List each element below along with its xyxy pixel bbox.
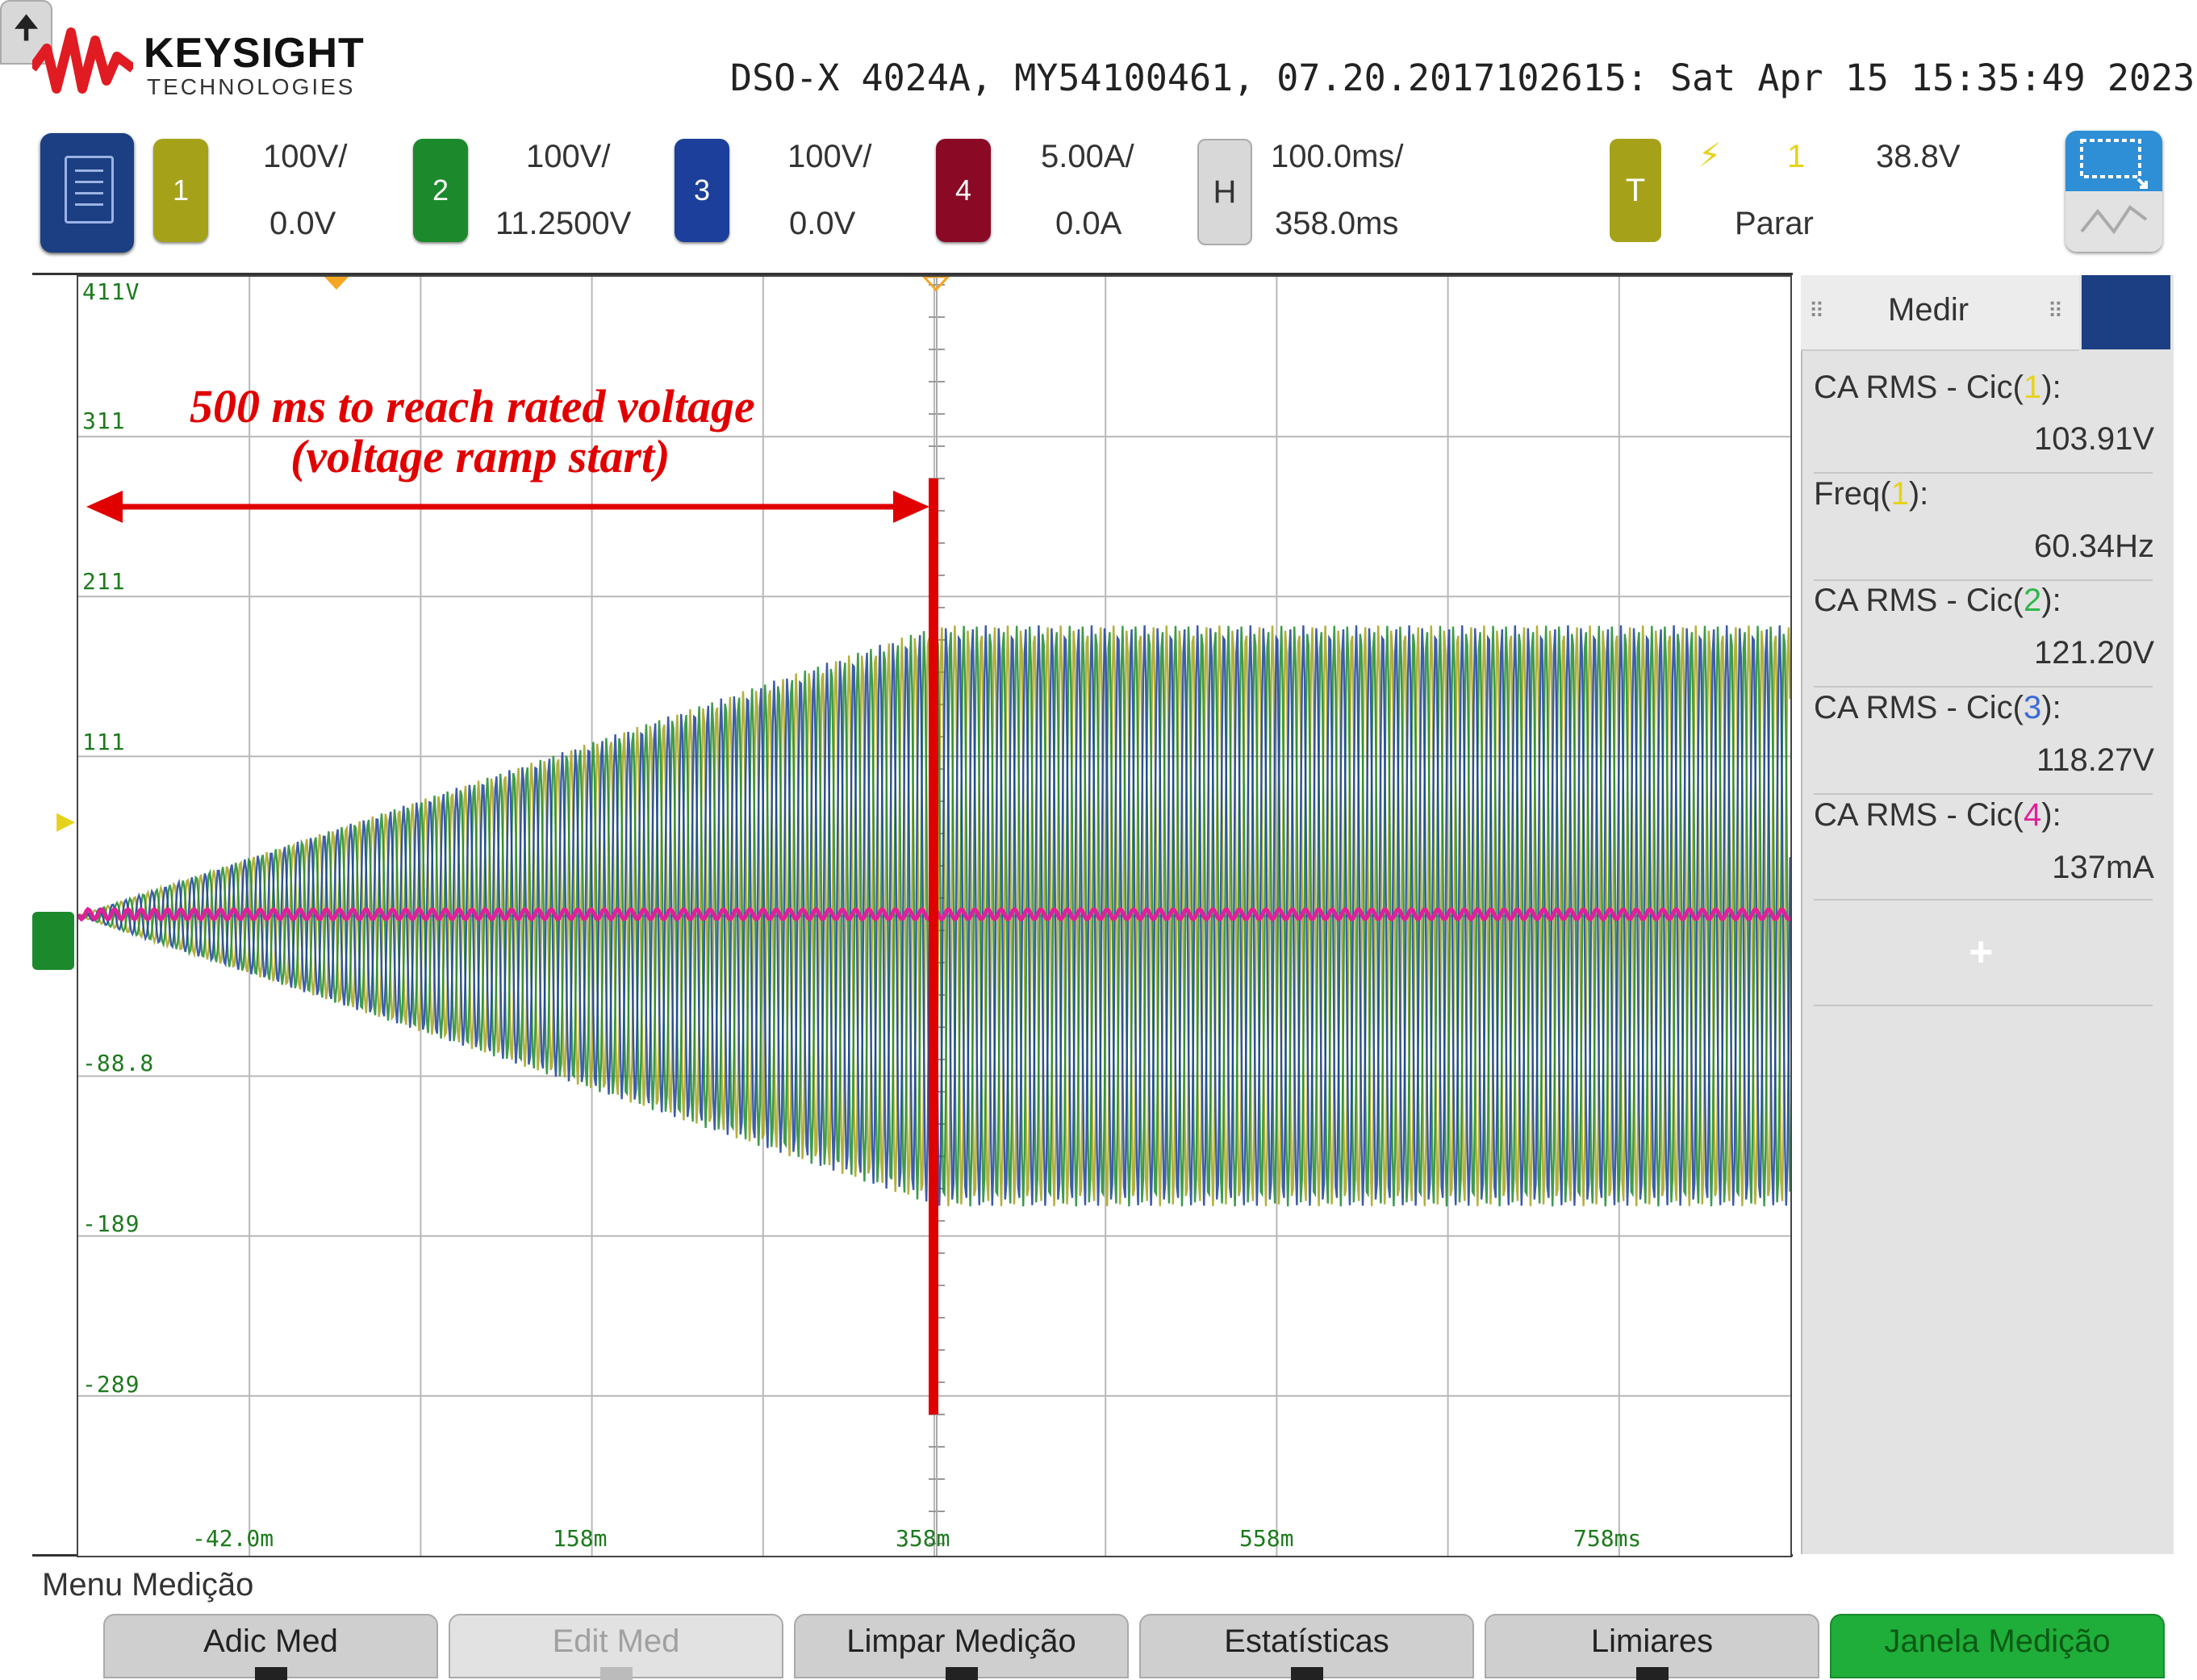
measurement-5-value: 137mA — [2052, 850, 2154, 885]
softkey-edit-measurement[interactable]: Edit Med — [449, 1614, 783, 1680]
horizontal-key[interactable]: H — [1197, 139, 1252, 245]
channel-1-offset: 0.0V — [269, 206, 336, 241]
x-label-4: 558m — [1239, 1525, 1294, 1552]
trigger-level: 38.8V — [1876, 139, 1961, 174]
softkey-label: Adic Med — [203, 1624, 338, 1659]
channel-4-number: 4 — [954, 173, 972, 207]
channel-3-scale: 100V/ — [787, 139, 872, 174]
channel-2-offset: 11.2500V — [495, 206, 632, 241]
channel-1-key[interactable]: 1 — [153, 139, 208, 242]
measurement-panel-title: Medir — [1888, 292, 1969, 328]
softmenu-title: Menu Medição — [42, 1567, 254, 1603]
measurement-4-value: 118.27V — [2036, 742, 2154, 778]
y-label-1: 411V — [82, 278, 140, 305]
panel-menu-icon[interactable] — [2082, 275, 2170, 349]
measurement-separator — [1814, 686, 2153, 687]
y-label-2: 311 — [82, 407, 126, 434]
horizontal-delay: 358.0ms — [1275, 206, 1399, 241]
y-label-5: -88.8 — [82, 1050, 155, 1076]
annotation-arrow-head-right — [893, 491, 929, 523]
annotation-arrow-head-left — [86, 491, 123, 523]
brand-subtitle: TECHNOLOGIES — [147, 74, 356, 99]
x-label-5: 758ms — [1573, 1525, 1642, 1552]
waveform-display[interactable] — [77, 275, 1792, 1557]
acquisition-status: Parar — [1735, 206, 1814, 241]
x-label-3: 358m — [896, 1525, 950, 1552]
trigger-slope-icon: ⚡ — [1698, 138, 1722, 173]
softkey-label: Estatísticas — [1224, 1624, 1389, 1659]
channel-1-number: 1 — [172, 173, 190, 207]
softkey-label: Limpar Medição — [846, 1624, 1076, 1659]
measurement-2-label: Freq(1): — [1814, 476, 1929, 512]
y-label-4: 111 — [82, 729, 126, 755]
keysight-logo-icon — [32, 27, 133, 94]
grip-icon: ⠿ — [2048, 299, 2064, 323]
y-label-3: 211 — [82, 568, 126, 595]
channel-4-offset: 0.0A — [1055, 206, 1122, 241]
channel-3-number: 3 — [693, 173, 711, 207]
softkey-thresholds[interactable]: Limiares — [1485, 1614, 1819, 1680]
trigger-source: 1 — [1787, 139, 1806, 174]
channel-3-key[interactable]: 3 — [675, 139, 729, 242]
measurement-separator — [1814, 1005, 2153, 1006]
measurement-1-label: CA RMS - Cic(1): — [1814, 370, 2061, 405]
measurement-separator — [1814, 579, 2153, 581]
softkey-statistics[interactable]: Estatísticas — [1139, 1614, 1474, 1680]
softkey-label: Limiares — [1590, 1624, 1714, 1659]
softkey-label: Edit Med — [552, 1624, 680, 1659]
trigger-key[interactable]: T — [1610, 139, 1661, 242]
scope-info-line: DSO-X 4024A, MY54100461, 07.20.201710261… — [730, 56, 2195, 99]
x-label-2: 158m — [553, 1525, 608, 1552]
channel-3-offset: 0.0V — [789, 206, 856, 241]
document-icon — [65, 156, 114, 224]
add-measurement-button[interactable]: + — [1969, 929, 1994, 976]
knob-icon — [1635, 1667, 1669, 1680]
knob-icon — [254, 1667, 287, 1680]
measurement-3-label: CA RMS - Cic(2): — [1814, 583, 2061, 618]
knob-icon — [945, 1667, 978, 1680]
trigger-level-marker-icon[interactable]: ▶ — [56, 808, 76, 834]
waveform-graph — [78, 277, 1790, 1556]
zoom-icon — [2080, 139, 2148, 235]
knob-icon — [1290, 1667, 1323, 1680]
annotation-text-line1: 500 ms to reach rated voltage — [190, 380, 755, 433]
channel-1-scale: 100V/ — [263, 139, 348, 174]
softkey-label: Janela Medição — [1884, 1624, 2111, 1659]
measurement-separator — [1814, 472, 2153, 474]
softkey-measurement-window[interactable]: Janela Medição — [1830, 1614, 2165, 1678]
up-arrow-icon: 🠉 — [12, 10, 40, 46]
channel-2-scale: 100V/ — [526, 139, 611, 174]
channel-2-number: 2 — [432, 173, 449, 207]
measurement-1-value: 103.91V — [2033, 421, 2154, 457]
softkey-clear-measurement[interactable]: Limpar Medição — [794, 1614, 1129, 1680]
channel-4-key[interactable]: 4 — [936, 139, 991, 242]
main-menu-button[interactable] — [40, 133, 134, 253]
measurement-panel-tab[interactable] — [1801, 275, 2079, 351]
y-label-6: -189 — [82, 1210, 140, 1237]
grip-icon: ⠿ — [1809, 299, 1825, 323]
measurement-3-value: 121.20V — [2033, 635, 2154, 671]
plot-top-edge — [32, 273, 1793, 275]
horizontal-key-label: H — [1213, 173, 1237, 210]
channel-2-ground-marker[interactable] — [32, 912, 74, 970]
channel-2-key[interactable]: 2 — [413, 139, 468, 242]
measurement-4-label: CA RMS - Cic(3): — [1814, 690, 2061, 725]
measurement-separator — [1814, 793, 2153, 795]
softkey-add-measurement[interactable]: Adic Med — [103, 1614, 438, 1680]
horizontal-scale: 100.0ms/ — [1271, 139, 1404, 174]
trigger-position-marker — [324, 277, 349, 290]
measurement-2-value: 60.34Hz — [2034, 529, 2154, 564]
measurement-5-label: CA RMS - Cic(4): — [1814, 797, 2061, 833]
zoom-toggle-button[interactable] — [2065, 131, 2162, 252]
y-label-7: -289 — [82, 1371, 140, 1398]
delay-marker — [921, 277, 950, 292]
knob-icon — [599, 1667, 633, 1680]
trigger-key-label: T — [1625, 172, 1646, 208]
measurement-separator — [1814, 899, 2153, 901]
annotation-text-line2: (voltage ramp start) — [290, 430, 670, 483]
measurement-panel — [1801, 275, 2174, 1554]
x-label-1: -42.0m — [192, 1525, 274, 1552]
brand-name: KEYSIGHT — [144, 30, 365, 77]
channel-4-scale: 5.00A/ — [1041, 139, 1134, 174]
